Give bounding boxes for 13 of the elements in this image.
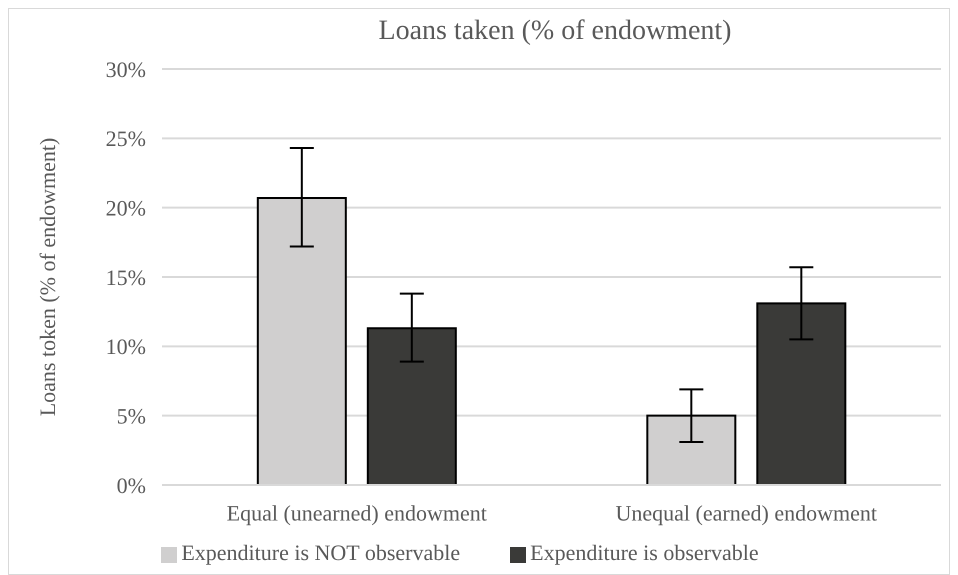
y-tick-label: 15% (106, 264, 146, 290)
y-tick-label: 25% (106, 126, 146, 152)
y-tick-label: 5% (116, 403, 146, 428)
y-axis-title: Loans token (% of endowment) (34, 138, 60, 416)
y-tick-label: 30% (106, 56, 146, 82)
x-tick-label: Unequal (earned) endowment (616, 500, 877, 526)
y-tick-label: 10% (106, 334, 146, 360)
x-tick-label: Equal (unearned) endowment (226, 500, 487, 526)
y-tick-label: 0% (116, 472, 146, 498)
legend-label: Expenditure is NOT observable (181, 540, 460, 565)
chart-title: Loans taken (% of endowment) (378, 15, 732, 47)
y-tick-label: 20% (106, 195, 146, 220)
legend-label: Expenditure is observable (530, 540, 759, 565)
